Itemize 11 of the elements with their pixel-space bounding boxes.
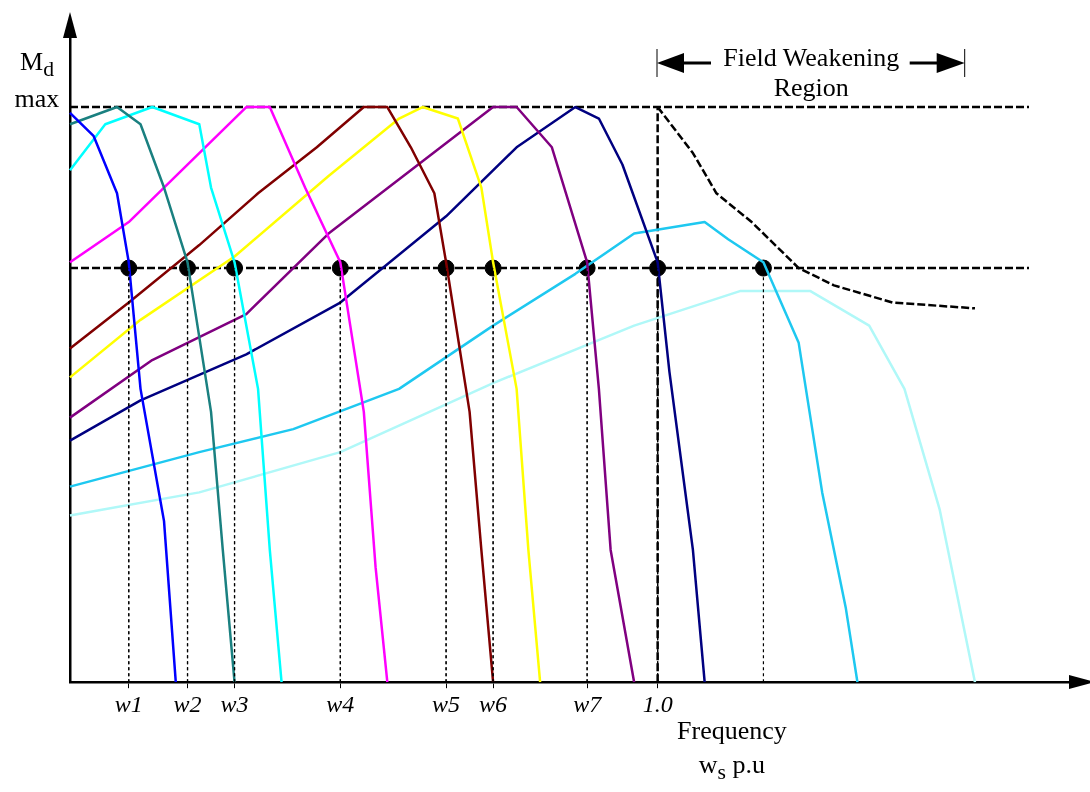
x-tick-label: w3 <box>220 690 249 717</box>
x-tick-label: 1.0 <box>642 690 673 717</box>
x-tick-label: w1 <box>114 690 143 717</box>
x-tick-label: w2 <box>173 690 202 717</box>
x-tick-label: w7 <box>573 690 603 717</box>
x-tick-label: w4 <box>326 690 355 717</box>
text: Field Weakening Region <box>722 43 901 104</box>
x-axis-title: Frequency w$_{s}$ p.u <box>677 716 787 785</box>
x-tick-label: w5 <box>432 690 461 717</box>
x-tick-label: w6 <box>479 690 508 717</box>
y-axis-title: M$_{d}$ max <box>13 47 61 115</box>
